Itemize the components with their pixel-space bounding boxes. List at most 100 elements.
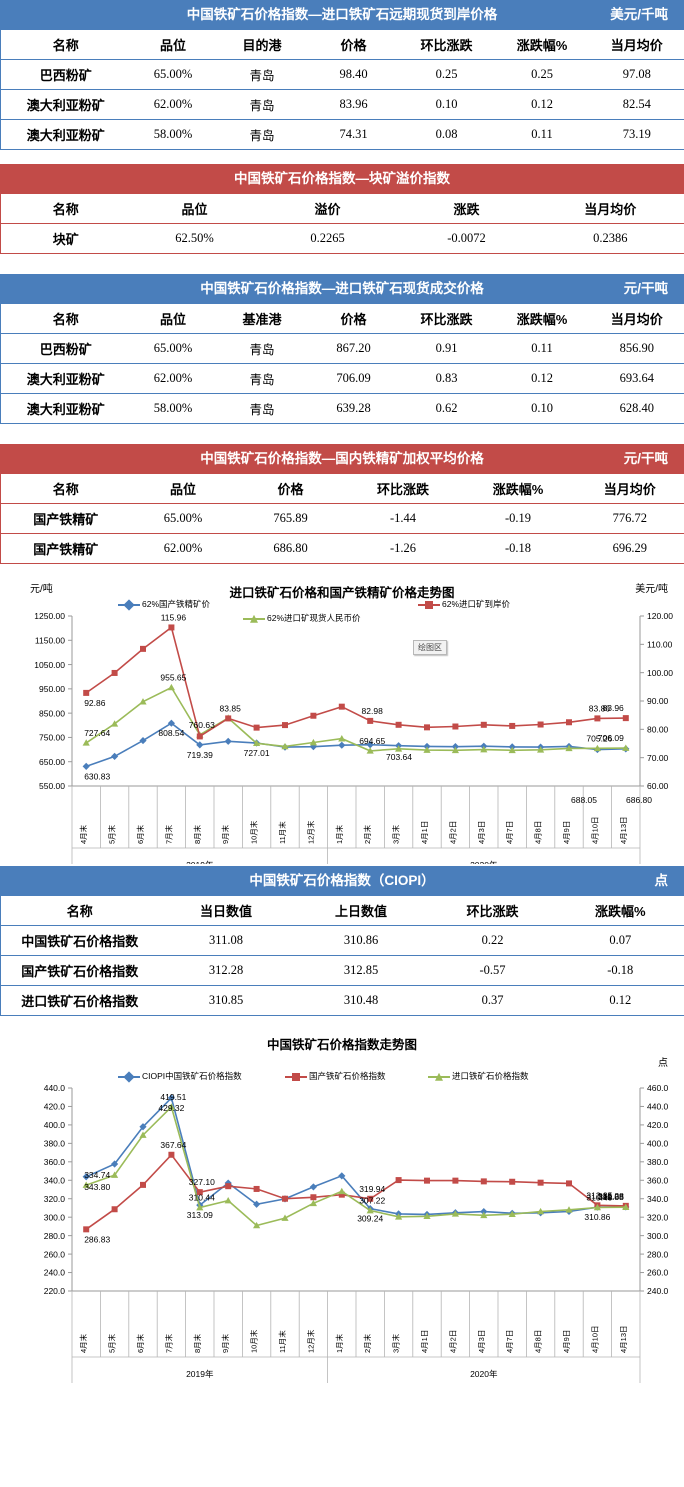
legend-item-import-cfr[interactable]: 62%进口矿到岸价	[418, 598, 510, 610]
legend-item-domestic-index[interactable]: 国产铁矿石价格指数	[285, 1070, 386, 1082]
legend-item-ciopi[interactable]: CIOPI中国铁矿石价格指数	[118, 1070, 242, 1083]
table-unit: 元/干吨	[623, 281, 668, 296]
table-import-forward-cfr: 名称 品位 目的港 价格 环比涨跌 涨跌幅% 当月均价 巴西粉矿 65.00% …	[0, 29, 684, 150]
svg-text:110.00: 110.00	[647, 640, 673, 650]
legend-label: 国产铁矿石价格指数	[309, 1071, 386, 1081]
plot-area-badge[interactable]: 绘图区	[413, 640, 447, 655]
table-row: 国产铁精矿 62.00% 686.80 -1.26 -0.18 696.29	[0, 533, 684, 564]
svg-text:11月末: 11月末	[277, 1330, 287, 1353]
cell-grade: 62.00%	[130, 363, 216, 394]
svg-text:8月末: 8月末	[192, 824, 202, 844]
svg-text:4月末: 4月末	[78, 824, 88, 844]
cell-prev: 310.48	[293, 985, 429, 1016]
cell-port: 青岛	[215, 363, 309, 394]
svg-text:2019年: 2019年	[186, 860, 214, 864]
cell-price: 98.40	[308, 59, 399, 90]
svg-text:280.0: 280.0	[647, 1249, 669, 1259]
svg-text:1月末: 1月末	[334, 824, 344, 844]
svg-text:319.94: 319.94	[359, 1184, 385, 1194]
table-unit: 点	[654, 873, 669, 888]
svg-text:286.83: 286.83	[84, 1234, 110, 1244]
svg-text:80.00: 80.00	[647, 725, 669, 735]
col-header: 环比涨跌	[428, 895, 557, 926]
right-axis-unit: 美元/吨	[635, 584, 668, 595]
col-header: 品位	[130, 473, 236, 504]
svg-text:7月末: 7月末	[163, 824, 173, 844]
svg-text:4月2日: 4月2日	[448, 1330, 457, 1353]
cell-port: 青岛	[215, 333, 309, 364]
legend-item-import-index[interactable]: 进口铁矿石价格指数	[428, 1070, 529, 1082]
cell-change: 0.37	[428, 985, 557, 1016]
table-block-domestic-concentrate: 中国铁矿石价格指数—国内铁精矿加权平均价格 元/干吨 名称 品位 价格 环比涨跌…	[0, 444, 684, 564]
col-header: 名称	[0, 303, 131, 334]
svg-text:313.09: 313.09	[187, 1210, 213, 1220]
cell-change: 0.22	[428, 925, 557, 956]
svg-text:808.54: 808.54	[158, 728, 184, 738]
svg-text:307.22: 307.22	[359, 1196, 385, 1206]
cell-port: 青岛	[215, 119, 309, 150]
svg-text:760.63: 760.63	[189, 720, 215, 730]
svg-text:8月末: 8月末	[192, 1333, 202, 1353]
svg-text:12月末: 12月末	[305, 1329, 315, 1353]
legend-swatch-green-icon	[428, 1072, 450, 1081]
cell-change: 0.10	[398, 89, 495, 120]
svg-text:100.00: 100.00	[647, 668, 673, 678]
svg-text:240.0: 240.0	[647, 1286, 669, 1296]
svg-text:400.0: 400.0	[44, 1120, 66, 1130]
svg-text:4月3日: 4月3日	[477, 821, 486, 844]
svg-text:92.86: 92.86	[84, 698, 106, 708]
col-header: 环比涨跌	[398, 303, 495, 334]
svg-text:343.80: 343.80	[84, 1182, 110, 1192]
table-row: 国产铁精矿 65.00% 765.89 -1.44 -0.19 776.72	[0, 503, 684, 534]
cell-change-pct: 0.10	[494, 393, 590, 424]
chart-price-trend: 进口铁矿石价格和国产铁精矿价格走势图 元/吨 美元/吨 62%国产铁精矿价 62…	[0, 574, 684, 864]
svg-text:4月末: 4月末	[78, 1333, 88, 1353]
cell-grade: 65.00%	[130, 59, 216, 90]
cell-port: 青岛	[215, 89, 309, 120]
svg-text:694.65: 694.65	[359, 736, 385, 746]
svg-text:550.00: 550.00	[39, 781, 65, 791]
table-unit: 美元/千吨	[610, 7, 668, 22]
chart-data-label: 688.05	[571, 795, 597, 805]
cell-price: 74.31	[308, 119, 399, 150]
col-header: 上日数值	[293, 895, 429, 926]
svg-text:850.00: 850.00	[39, 708, 65, 718]
table-unit: 元/干吨	[623, 451, 668, 466]
cell-name: 澳大利亚粉矿	[0, 393, 131, 424]
chart-title: 中国铁矿石价格指数走势图	[266, 1038, 417, 1052]
svg-text:360.0: 360.0	[44, 1157, 66, 1167]
svg-text:705.26: 705.26	[586, 733, 612, 743]
cell-change-pct: 0.11	[494, 119, 590, 150]
cell-price: 639.28	[308, 393, 399, 424]
svg-text:320.0: 320.0	[647, 1212, 669, 1222]
svg-text:2月末: 2月末	[362, 824, 372, 844]
legend-swatch-blue-icon	[118, 599, 140, 611]
col-header: 价格	[235, 473, 346, 504]
svg-text:120.00: 120.00	[647, 611, 673, 621]
table-row: 澳大利亚粉矿 62.00% 青岛 706.09 0.83 0.12 693.64	[0, 363, 684, 394]
legend-item-domestic-concentrate[interactable]: 62%国产铁精矿价	[118, 598, 210, 611]
legend-item-import-rmb[interactable]: 62%进口矿现货人民币价	[243, 612, 361, 624]
cell-change: 0.25	[398, 59, 495, 90]
cell-price: 83.96	[308, 89, 399, 120]
cell-change: -0.57	[428, 955, 557, 986]
svg-text:10月末: 10月末	[249, 820, 259, 844]
cell-grade: 65.00%	[130, 333, 216, 364]
svg-text:4月7日: 4月7日	[505, 821, 514, 844]
col-header: 涨跌幅%	[460, 473, 576, 504]
svg-text:70.00: 70.00	[647, 753, 669, 763]
col-header: 名称	[0, 895, 159, 926]
svg-text:1150.00: 1150.00	[35, 635, 65, 645]
cell-change: 0.91	[398, 333, 495, 364]
svg-text:7月末: 7月末	[163, 1333, 173, 1353]
table-row: 巴西粉矿 65.00% 青岛 867.20 0.91 0.11 856.90	[0, 333, 684, 364]
svg-text:727.64: 727.64	[84, 728, 110, 738]
svg-text:82.98: 82.98	[362, 706, 384, 716]
cell-port: 青岛	[215, 59, 309, 90]
col-header: 当月均价	[589, 29, 684, 60]
cell-grade: 62.50%	[130, 223, 259, 254]
svg-text:310.86: 310.86	[584, 1212, 610, 1222]
cell-change-pct: -0.19	[460, 503, 576, 534]
table-block-import-spot-deal: 中国铁矿石价格指数—进口铁矿石现货成交价格 元/干吨 名称 品位 基准港 价格 …	[0, 274, 684, 424]
